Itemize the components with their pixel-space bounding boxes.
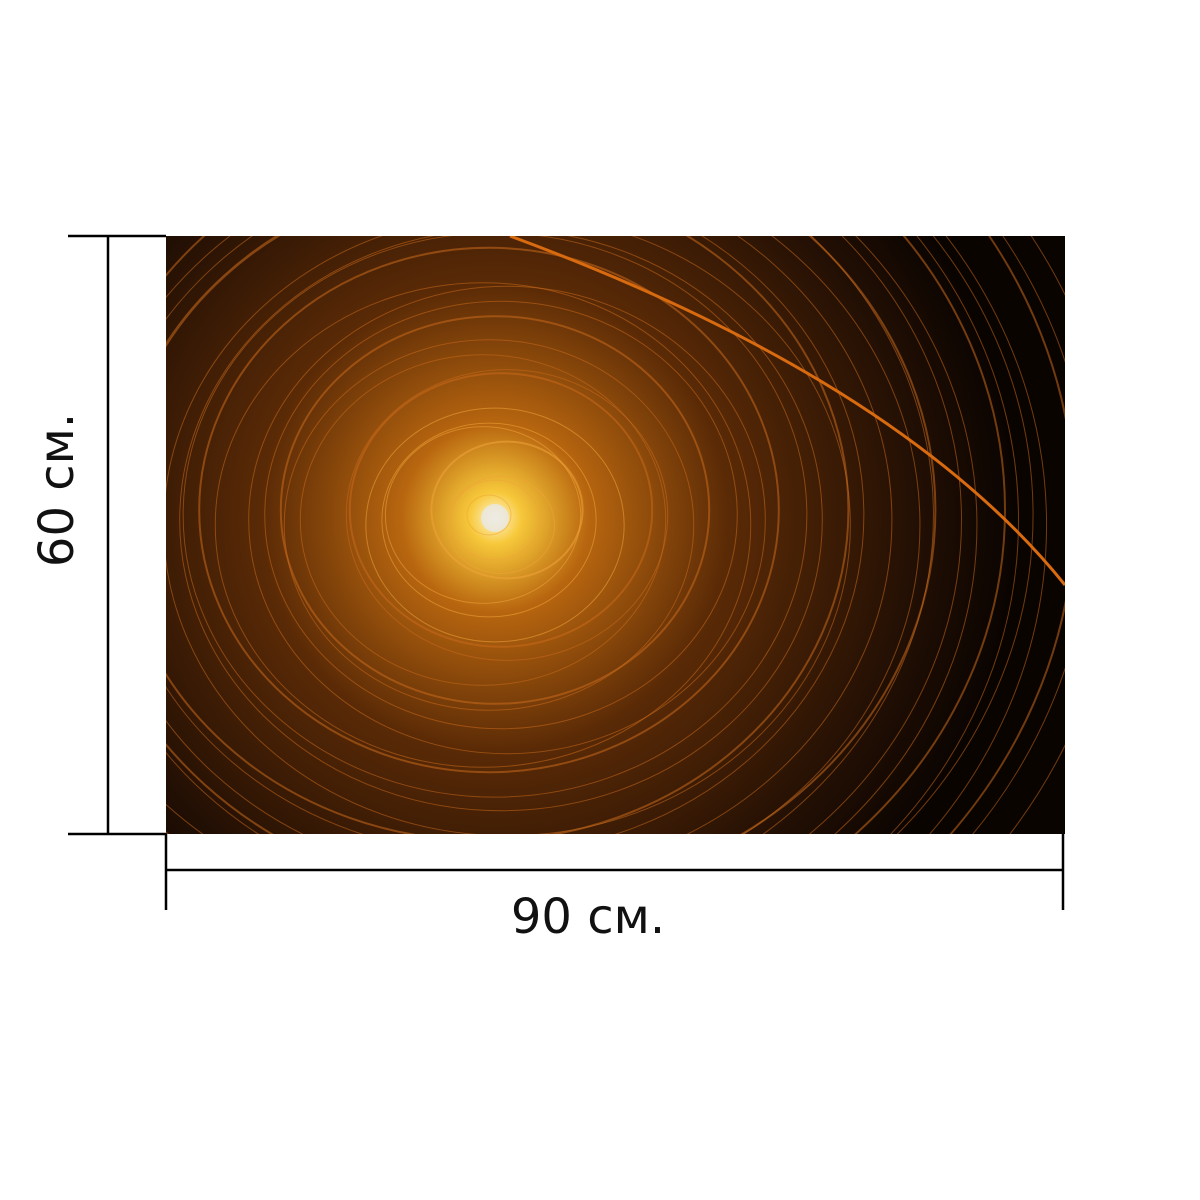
swirl-ring bbox=[929, 236, 1047, 834]
swirl-ring bbox=[179, 236, 823, 812]
swirl-ring bbox=[214, 282, 752, 768]
light-core bbox=[481, 504, 509, 532]
swirl-ring bbox=[248, 285, 766, 755]
width-label: 90 см. bbox=[511, 889, 665, 945]
light-streak bbox=[509, 236, 1065, 586]
swirl-ring bbox=[198, 246, 780, 774]
swirl-pattern bbox=[166, 236, 1065, 834]
swirl-ring bbox=[890, 236, 1019, 834]
swirl-ring bbox=[166, 236, 850, 834]
swirl-ring bbox=[430, 440, 584, 580]
swirl-ring bbox=[279, 315, 711, 705]
swirl-ring bbox=[299, 354, 667, 686]
swirl-ring bbox=[345, 369, 669, 661]
swirl-ring bbox=[166, 236, 934, 834]
swirl-ring bbox=[264, 300, 738, 730]
swirl-ring bbox=[446, 476, 556, 574]
swirl-ring bbox=[166, 236, 962, 834]
swirl-ring bbox=[283, 339, 695, 711]
swirl-ring bbox=[348, 372, 654, 648]
swirl-ring bbox=[384, 426, 582, 604]
swirl-ring bbox=[166, 236, 893, 834]
swirl-ring bbox=[466, 494, 512, 536]
swirl-ring bbox=[166, 236, 851, 834]
swirl-ring bbox=[853, 236, 1006, 834]
swirl-ring bbox=[182, 236, 808, 798]
height-label: 60 см. bbox=[29, 413, 85, 567]
swirl-ring bbox=[450, 479, 540, 561]
swirl-ring bbox=[381, 422, 597, 618]
swirl-ring bbox=[896, 236, 1034, 834]
swirl-ring bbox=[834, 236, 978, 834]
swirl-ring bbox=[166, 236, 865, 834]
swirl-ring bbox=[365, 407, 625, 643]
swirl-ring bbox=[166, 236, 921, 834]
swirl-ring bbox=[166, 236, 937, 834]
